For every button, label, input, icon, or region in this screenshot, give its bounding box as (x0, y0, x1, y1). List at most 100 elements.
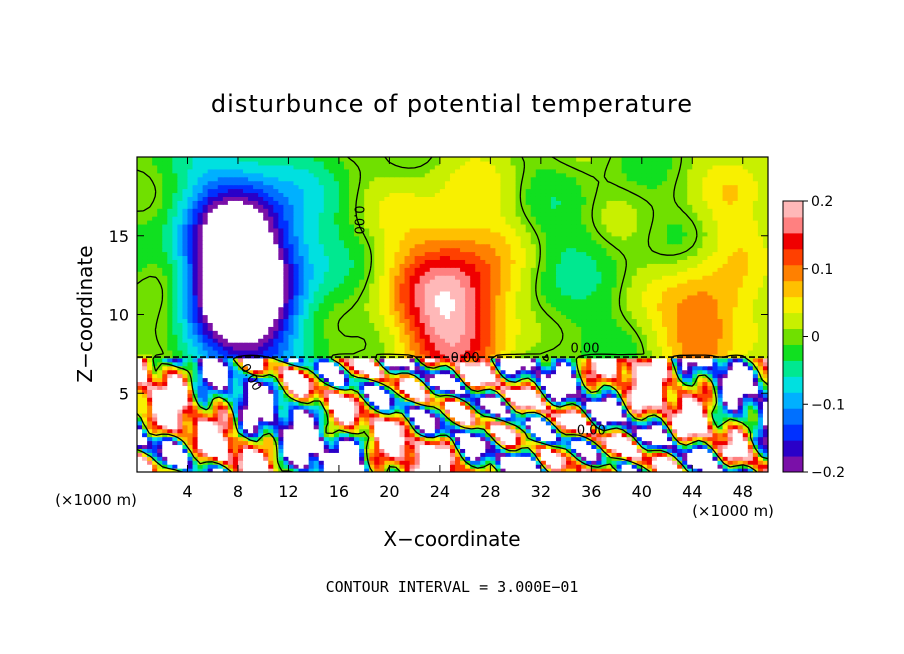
heatmap-cell (682, 334, 688, 339)
heatmap-cell (737, 365, 744, 371)
heatmap-cell (197, 365, 204, 371)
heatmap-cell (626, 444, 633, 449)
heatmap-cell (197, 420, 204, 426)
heatmap-cell (328, 377, 335, 383)
heatmap-cell (677, 314, 683, 320)
heatmap-cell (399, 416, 406, 422)
heatmap-cell (661, 424, 668, 430)
heatmap-cell (566, 452, 572, 457)
heatmap-cell (586, 409, 592, 414)
heatmap-cell (243, 381, 249, 386)
heatmap-cell (561, 448, 567, 453)
heatmap-cell (328, 397, 335, 402)
heatmap-cell (268, 338, 274, 343)
heatmap-cell (202, 436, 209, 442)
heatmap-cell (137, 361, 143, 367)
heatmap-cell (566, 318, 572, 323)
heatmap-cell (636, 357, 643, 363)
heatmap-cell (328, 365, 335, 371)
heatmap-cell (737, 416, 744, 422)
heatmap-cell (656, 342, 663, 347)
heatmap-cell (283, 357, 290, 363)
heatmap-cell (656, 397, 663, 402)
heatmap-cell (449, 460, 456, 465)
heatmap-cell (338, 381, 345, 386)
heatmap-cell (571, 342, 577, 347)
heatmap-cell (449, 401, 456, 406)
heatmap-cell (697, 456, 703, 461)
heatmap-cell (692, 330, 698, 335)
heatmap-cell (187, 338, 194, 343)
heatmap-cell (601, 338, 608, 343)
heatmap-cell (480, 460, 486, 465)
heatmap-cell (646, 436, 653, 442)
heatmap-cell (409, 444, 416, 449)
heatmap-cell (303, 389, 310, 394)
heatmap-cell (606, 401, 613, 406)
heatmap-cell (717, 420, 724, 426)
heatmap-cell (505, 361, 512, 367)
heatmap-cell (722, 444, 729, 449)
heatmap-cell (222, 373, 229, 379)
heatmap-cell (379, 456, 385, 461)
heatmap-cell (429, 452, 436, 457)
heatmap-cell (460, 346, 466, 351)
heatmap-cell (636, 365, 643, 371)
heatmap-cell (702, 334, 709, 339)
heatmap-cell (268, 460, 274, 465)
heatmap-cell (187, 381, 194, 386)
heatmap-cell (399, 361, 406, 367)
heatmap-cell (762, 330, 768, 335)
heatmap-cell (424, 412, 431, 418)
heatmap-cell (480, 314, 486, 320)
heatmap-cell (298, 452, 305, 457)
heatmap-cell (757, 322, 764, 327)
heatmap-cell (631, 468, 638, 472)
heatmap-cell (702, 436, 709, 442)
heatmap-cell (444, 432, 451, 438)
heatmap-cell (197, 401, 204, 406)
heatmap-cell (263, 330, 269, 335)
heatmap-cell (656, 357, 663, 363)
heatmap-cell (651, 401, 658, 406)
heatmap-cell (308, 330, 315, 335)
heatmap-cell (717, 330, 724, 335)
heatmap-cell (303, 405, 310, 410)
heatmap-cell (646, 424, 653, 430)
heatmap-cell (742, 460, 749, 465)
heatmap-cell (328, 373, 335, 379)
heatmap-cell (631, 322, 638, 327)
heatmap-cell (449, 357, 456, 363)
heatmap-cell (162, 416, 168, 422)
heatmap-cell (212, 373, 219, 379)
heatmap-cell (303, 357, 310, 363)
heatmap-cell (540, 456, 547, 461)
heatmap-cell (545, 314, 552, 320)
heatmap-cell (182, 338, 189, 343)
heatmap-cell (495, 373, 502, 379)
heatmap-cell (571, 389, 577, 394)
heatmap-cell (545, 428, 552, 434)
heatmap-cell (742, 468, 749, 472)
heatmap-cell (636, 338, 643, 343)
heatmap-cell (152, 377, 158, 383)
heatmap-cell (692, 452, 698, 457)
heatmap-cell (182, 393, 189, 398)
heatmap-cell (545, 349, 552, 355)
heatmap-cell (692, 346, 698, 351)
heatmap-cell (717, 377, 724, 383)
heatmap-cell (404, 393, 411, 398)
heatmap-cell (374, 401, 380, 406)
heatmap-cell (217, 397, 224, 402)
heatmap-cell (243, 432, 249, 438)
heatmap-cell (237, 318, 244, 323)
heatmap-cell (354, 424, 360, 430)
heatmap-cell (525, 346, 532, 351)
heatmap-cell (409, 401, 416, 406)
heatmap-cell (757, 389, 764, 394)
heatmap-cell (480, 452, 486, 457)
heatmap-cell (177, 420, 184, 426)
heatmap-cell (439, 346, 446, 351)
heatmap-cell (636, 412, 643, 418)
heatmap-cell (646, 346, 653, 351)
